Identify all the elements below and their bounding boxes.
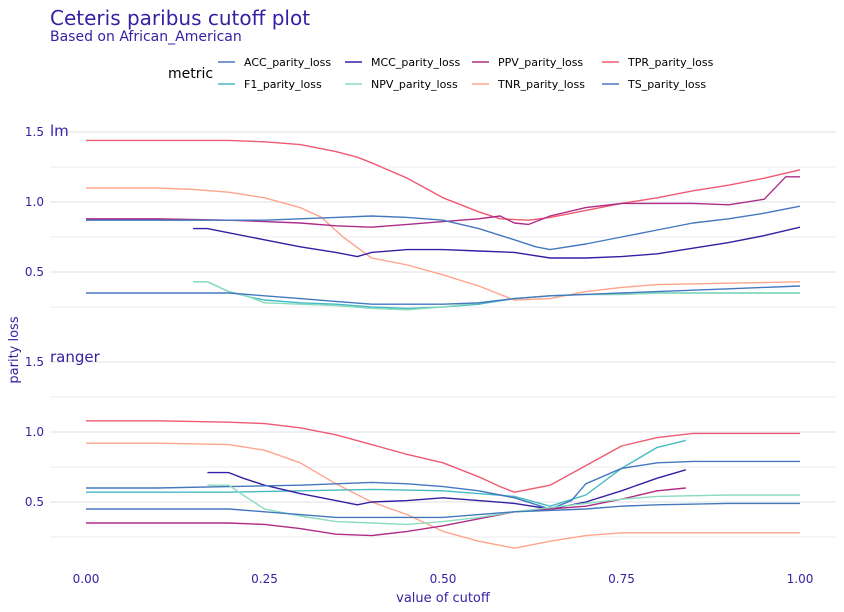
series-ranger-TS_parity_loss bbox=[86, 502, 800, 519]
series-lm-TPR_parity_loss bbox=[86, 139, 801, 221]
series-ranger-F1_parity_loss bbox=[86, 439, 686, 507]
legend-label-NPV_parity_loss: NPV_parity_loss bbox=[371, 78, 458, 91]
y-tick-label: 0.5 bbox=[25, 265, 44, 279]
y-tick-label: 1.5 bbox=[25, 355, 44, 369]
chart-subtitle: Based on African_American bbox=[50, 29, 242, 45]
legend-label-MCC_parity_loss: MCC_parity_loss bbox=[371, 56, 460, 69]
legend-label-PPV_parity_loss: PPV_parity_loss bbox=[498, 56, 583, 69]
series-lm-MCC_parity_loss bbox=[193, 226, 801, 259]
plot-panels: 0.5 1.0 1.5 lm 0.5 1.0 1.5 ranger bbox=[25, 122, 836, 549]
chart-title: Ceteris paribus cutoff plot bbox=[50, 6, 310, 30]
x-axis: 0.00 0.25 0.50 0.75 1.00 bbox=[73, 572, 814, 586]
series-ranger-NPV_parity_loss bbox=[207, 484, 800, 526]
y-tick-label: 1.5 bbox=[25, 125, 44, 139]
x-tick-label: 0.50 bbox=[430, 572, 457, 586]
series-lm-F1_parity_loss bbox=[193, 281, 800, 310]
panel-ranger: 0.5 1.0 1.5 ranger bbox=[25, 348, 836, 549]
series-lm-PPV_parity_loss bbox=[86, 176, 800, 228]
series-lm-ACC_parity_loss bbox=[86, 205, 801, 251]
series-ranger-TPR_parity_loss bbox=[86, 420, 800, 493]
panel-lm: 0.5 1.0 1.5 lm bbox=[25, 122, 836, 311]
x-tick-label: 0.00 bbox=[73, 572, 100, 586]
series-ranger-ACC_parity_loss bbox=[86, 460, 800, 510]
series-ranger-MCC_parity_loss bbox=[207, 469, 686, 510]
series-lm-NPV_parity_loss bbox=[193, 281, 800, 311]
x-tick-label: 0.75 bbox=[608, 572, 635, 586]
y-tick-label: 0.5 bbox=[25, 495, 44, 509]
series-lm-TS_parity_loss bbox=[86, 285, 801, 305]
legend-label-F1_parity_loss: F1_parity_loss bbox=[244, 78, 322, 91]
y-axis-title: parity loss bbox=[7, 316, 22, 383]
legend-label-TPR_parity_loss: TPR_parity_loss bbox=[627, 56, 714, 69]
x-axis-title: value of cutoff bbox=[396, 591, 491, 606]
series-ranger-TNR_parity_loss bbox=[86, 442, 800, 549]
legend-title: metric bbox=[168, 66, 213, 82]
series-lm-TNR_parity_loss bbox=[86, 187, 801, 301]
legend-label-TS_parity_loss: TS_parity_loss bbox=[627, 78, 706, 91]
legend-label-TNR_parity_loss: TNR_parity_loss bbox=[497, 78, 585, 91]
facet-label-lm: lm bbox=[50, 122, 69, 140]
legend-label-ACC_parity_loss: ACC_parity_loss bbox=[244, 56, 331, 69]
y-tick-label: 1.0 bbox=[25, 195, 44, 209]
x-tick-label: 0.25 bbox=[251, 572, 278, 586]
facet-label-ranger: ranger bbox=[50, 348, 101, 366]
legend: ACC_parity_loss F1_parity_loss MCC_parity_… bbox=[218, 56, 714, 91]
y-tick-label: 1.0 bbox=[25, 425, 44, 439]
series-ranger-PPV_parity_loss bbox=[86, 487, 686, 537]
x-tick-label: 1.00 bbox=[787, 572, 814, 586]
